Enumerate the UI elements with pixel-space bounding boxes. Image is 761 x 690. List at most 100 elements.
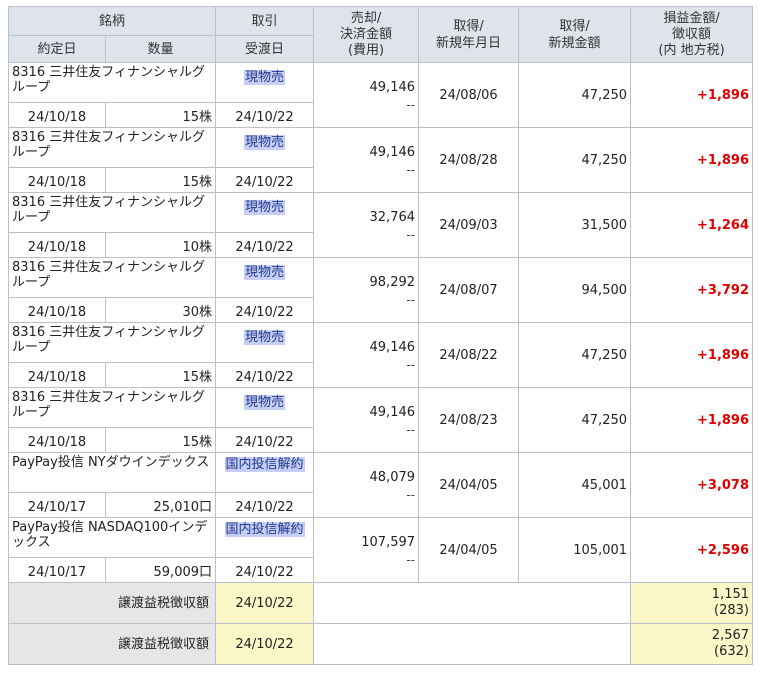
issue-name: 8316 三井住友フィナンシャルグループ — [7, 257, 217, 298]
trade-type-badge: 現物売 — [244, 70, 286, 85]
sale-fee: -- — [406, 553, 416, 567]
header-acquire-date: 取得/ 新規年月日 — [418, 6, 520, 63]
quantity: 30株 — [104, 297, 217, 323]
trade-row: 8316 三井住友フィナンシャルグループ 現物売 32,764 -- 24/09/03 3… — [7, 192, 754, 258]
header-trade-date: 約定日 — [8, 35, 106, 63]
sale-amount: 98,292 — [369, 275, 416, 290]
trade-type-badge: 国内投信解約 — [224, 457, 305, 472]
gain-amount: +1,896 — [630, 62, 754, 128]
sale-amount: 48,079 — [369, 470, 416, 485]
tax-amount: 2,567 — [711, 628, 750, 643]
trade-type-badge: 国内投信解約 — [224, 522, 305, 537]
trade-row: PayPay投信 NASDAQ100インデックス 国内投信解約 107,597 -- 2… — [7, 517, 754, 583]
sale-fee: -- — [406, 358, 416, 372]
delivery-date: 24/10/22 — [215, 167, 315, 193]
sale-amount-cell: 49,146 -- — [313, 127, 420, 193]
trade-row: 8316 三井住友フィナンシャルグループ 現物売 49,146 -- 24/08/06 4… — [7, 62, 754, 128]
sale-amount: 49,146 — [369, 80, 416, 95]
sale-amount-cell: 48,079 -- — [313, 452, 420, 518]
quantity: 15株 — [104, 427, 217, 453]
sale-amount: 49,146 — [369, 145, 416, 160]
tax-summary-amount-cell: 2,567 (632) — [630, 623, 754, 665]
tax-summary-row: 譲渡益税徴収額 24/10/22 1,151 (283) — [7, 582, 754, 624]
trade-row: 8316 三井住友フィナンシャルグループ 現物売 98,292 -- 24/08/07 9… — [7, 257, 754, 323]
issue-name: PayPay投信 NASDAQ100インデックス — [7, 517, 217, 558]
trade-type-cell: 現物売 — [215, 387, 315, 428]
acquire-date: 24/08/22 — [418, 322, 520, 388]
sale-amount-cell: 32,764 -- — [313, 192, 420, 258]
trade-date: 24/10/18 — [8, 427, 106, 453]
acquire-date: 24/09/03 — [418, 192, 520, 258]
tax-amount: 1,151 — [711, 587, 750, 602]
trade-date: 24/10/18 — [8, 297, 106, 323]
trade-row: PayPay投信 NYダウインデックス 国内投信解約 48,079 -- 24/04/0… — [7, 452, 754, 518]
sale-fee: -- — [406, 488, 416, 502]
delivery-date: 24/10/22 — [215, 232, 315, 258]
acquire-date: 24/04/05 — [418, 517, 520, 583]
local-tax-amount: (283) — [714, 603, 750, 618]
header-issue: 銘柄 — [7, 6, 217, 36]
sale-amount-cell: 107,597 -- — [313, 517, 420, 583]
trade-subrow: 24/10/18 10株 24/10/22 — [8, 232, 753, 258]
trade-type-badge: 現物売 — [244, 135, 286, 150]
local-tax-amount: (632) — [714, 644, 750, 659]
acquire-amount: 47,250 — [518, 127, 632, 193]
trade-type-cell: 現物売 — [215, 257, 315, 298]
delivery-date: 24/10/22 — [215, 297, 315, 323]
quantity: 15株 — [104, 102, 217, 128]
trade-type-cell: 国内投信解約 — [215, 452, 315, 493]
trade-row: 8316 三井住友フィナンシャルグループ 現物売 49,146 -- 24/08/22 4… — [7, 322, 754, 388]
sale-amount-cell: 49,146 -- — [313, 387, 420, 453]
trade-date: 24/10/18 — [8, 102, 106, 128]
gain-amount: +1,264 — [630, 192, 754, 258]
trade-date: 24/10/17 — [8, 492, 106, 518]
gain-amount: +1,896 — [630, 387, 754, 453]
trade-type-badge: 現物売 — [244, 200, 286, 215]
acquire-amount: 47,250 — [518, 62, 632, 128]
acquire-amount: 45,001 — [518, 452, 632, 518]
trade-date: 24/10/18 — [8, 232, 106, 258]
sale-fee: -- — [406, 228, 416, 242]
tax-summary-date: 24/10/22 — [215, 623, 315, 665]
header-trade: 取引 — [215, 6, 315, 36]
trade-type-badge: 現物売 — [244, 395, 286, 410]
header-gain: 損益金額/ 徴収額 (内 地方税) — [630, 6, 754, 63]
acquire-amount: 105,001 — [518, 517, 632, 583]
trade-subrow: 24/10/18 15株 24/10/22 — [8, 102, 753, 128]
trade-subrow: 24/10/18 15株 24/10/22 — [8, 167, 753, 193]
acquire-amount: 47,250 — [518, 387, 632, 453]
tax-summary-blank — [313, 623, 632, 665]
delivery-date: 24/10/22 — [215, 102, 315, 128]
acquire-date: 24/08/06 — [418, 62, 520, 128]
sale-amount-cell: 49,146 -- — [313, 322, 420, 388]
quantity: 15株 — [104, 362, 217, 388]
tax-summary-row: 譲渡益税徴収額 24/10/22 2,567 (632) — [7, 623, 754, 665]
quantity: 10株 — [104, 232, 217, 258]
tax-summary-label: 譲渡益税徴収額 — [7, 623, 217, 665]
quantity: 59,009口 — [104, 557, 217, 583]
sale-amount: 107,597 — [361, 535, 416, 550]
issue-name: 8316 三井住友フィナンシャルグループ — [7, 322, 217, 363]
sale-amount-cell: 49,146 -- — [313, 62, 420, 128]
quantity: 25,010口 — [104, 492, 217, 518]
acquire-date: 24/08/28 — [418, 127, 520, 193]
issue-name: 8316 三井住友フィナンシャルグループ — [7, 62, 217, 103]
sale-fee: -- — [406, 98, 416, 112]
acquire-amount: 94,500 — [518, 257, 632, 323]
quantity: 15株 — [104, 167, 217, 193]
tax-summary-amount-cell: 1,151 (283) — [630, 582, 754, 624]
trade-history-table: 銘柄 取引 売却/ 決済金額 (費用) 取得/ 新規年月日 取得/ 新規金額 損… — [7, 6, 754, 665]
header-delivery-date: 受渡日 — [215, 35, 315, 63]
acquire-amount: 31,500 — [518, 192, 632, 258]
issue-name: 8316 三井住友フィナンシャルグループ — [7, 192, 217, 233]
acquire-amount: 47,250 — [518, 322, 632, 388]
trade-row: 8316 三井住友フィナンシャルグループ 現物売 49,146 -- 24/08/23 4… — [7, 387, 754, 453]
trade-subrow: 24/10/17 25,010口 24/10/22 — [8, 492, 753, 518]
sale-fee: -- — [406, 423, 416, 437]
trade-row: 8316 三井住友フィナンシャルグループ 現物売 49,146 -- 24/08/28 4… — [7, 127, 754, 193]
acquire-date: 24/04/05 — [418, 452, 520, 518]
trade-type-cell: 現物売 — [215, 192, 315, 233]
delivery-date: 24/10/22 — [215, 427, 315, 453]
trade-subrow: 24/10/18 15株 24/10/22 — [8, 427, 753, 453]
trade-date: 24/10/17 — [8, 557, 106, 583]
